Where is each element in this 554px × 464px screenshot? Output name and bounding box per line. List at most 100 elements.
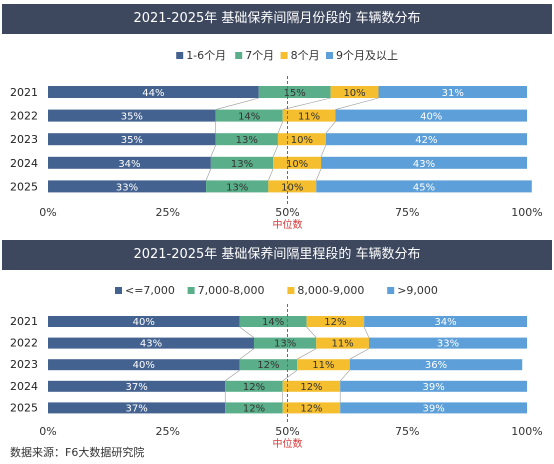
x-tick-label: 75% (395, 206, 419, 219)
data-label: 12% (300, 403, 322, 414)
data-label: 44% (142, 88, 164, 99)
bar-segment (364, 316, 527, 327)
segment-connector (210, 145, 216, 157)
data-label: 33% (116, 182, 138, 193)
data-label: 39% (422, 403, 444, 414)
bar-segment (48, 337, 254, 349)
bar-segment (48, 316, 240, 327)
data-label: 36% (425, 360, 447, 371)
segment-connector (225, 369, 240, 382)
bar-segment (349, 359, 523, 371)
year-label: 2023 (10, 133, 38, 146)
x-tick-label: 0% (39, 425, 56, 438)
bar-segment (297, 359, 350, 371)
segment-connector (315, 168, 322, 181)
bar-segment (206, 180, 269, 193)
segment-connector (339, 369, 350, 382)
median-label: 中位数 (273, 218, 303, 231)
bar-segment (335, 109, 527, 122)
data-label: 40% (133, 360, 155, 371)
data-label: 10% (343, 88, 365, 99)
bar-segment (282, 380, 341, 392)
bar-segment (340, 402, 527, 414)
segment-connector (239, 348, 255, 360)
segment-connector (296, 348, 317, 360)
data-label: 34% (118, 159, 140, 170)
data-label: 13% (236, 135, 258, 146)
data-label: 15% (284, 88, 306, 99)
x-tick-label: 25% (156, 206, 180, 219)
chart-panel-mileage: 2021-2025年 基础保养间隔里程段的 车辆数分布 <=7,000 7,000… (0, 234, 554, 464)
data-label: 40% (133, 317, 155, 328)
legend-swatch (387, 287, 395, 294)
bar-segment (306, 316, 365, 327)
bar-segment (239, 359, 298, 371)
data-label: 10% (281, 182, 303, 193)
bar-segment (48, 133, 216, 146)
data-label: 12% (243, 382, 265, 393)
segment-connector (320, 145, 327, 157)
x-tick-label: 50% (275, 425, 299, 438)
data-label: 42% (415, 135, 437, 146)
legend-swatch (235, 52, 243, 59)
year-label: 2025 (10, 401, 38, 414)
segment-connector (272, 145, 279, 157)
legend-label: 9个月及以上 (336, 49, 398, 62)
segment-connector (268, 168, 274, 181)
data-label: 12% (300, 382, 322, 393)
segment-connector (282, 97, 331, 110)
bar-segment (48, 156, 211, 169)
source-note: 数据来源：F6大数据研究院 (10, 446, 145, 459)
chart-panel-month: 2021-2025年 基础保养间隔月份段的 车辆数分布 1-6个月 7个月 8个月 9… (2, 4, 552, 231)
segment-connector (277, 121, 283, 134)
data-label: 13% (226, 182, 248, 193)
x-tick-label: 50% (275, 206, 299, 219)
bar-segment (48, 86, 259, 98)
bar-segment (258, 86, 331, 98)
data-label: 37% (125, 382, 147, 393)
bar-segment (316, 180, 532, 193)
x-tick-label: 25% (156, 425, 180, 438)
stacked-bar-chart-mileage: <=7,000 7,000-8,000 8,000-9,000 >9,000 2021 4… (10, 284, 543, 450)
bar-segment (277, 133, 326, 146)
legend-swatch (287, 287, 295, 294)
bar-segment (215, 133, 278, 146)
data-label: 45% (413, 182, 435, 193)
data-label: 43% (413, 159, 435, 170)
legend-label: 1-6个月 (186, 49, 226, 62)
data-label: 11% (298, 112, 320, 123)
x-tick-label: 75% (395, 425, 419, 438)
segment-connector (335, 97, 379, 110)
data-label: 37% (125, 403, 147, 414)
bar-segment (225, 402, 283, 414)
bar-segment (48, 359, 240, 371)
bar-segment (378, 86, 527, 98)
segment-connector (306, 326, 317, 338)
bar-segment (273, 156, 322, 169)
data-label: 39% (422, 382, 444, 393)
bar-segment (239, 316, 307, 327)
year-label: 2021 (10, 315, 38, 328)
legend-label: 7,000-8,000 (198, 284, 265, 297)
data-label: 11% (312, 360, 334, 371)
bar-segment (330, 86, 379, 98)
bar-segment (268, 180, 317, 193)
bar-segment (282, 109, 336, 122)
legend-swatch (115, 287, 122, 294)
bar-segment (325, 133, 527, 146)
segment-connector (363, 326, 370, 338)
data-label: 10% (286, 159, 308, 170)
bar-segment (210, 156, 274, 169)
x-tick-label: 100% (511, 206, 542, 219)
segment-connector (239, 326, 255, 338)
legend-swatch (187, 287, 195, 294)
data-label: 31% (442, 88, 464, 99)
bar-segment (340, 380, 527, 392)
segment-connector (325, 121, 336, 134)
segment-connector (205, 168, 212, 181)
data-label: 43% (140, 339, 162, 350)
x-tick-label: 100% (511, 425, 542, 438)
median-label: 中位数 (273, 437, 303, 450)
data-label: 14% (238, 112, 260, 123)
data-label: 14% (262, 317, 284, 328)
